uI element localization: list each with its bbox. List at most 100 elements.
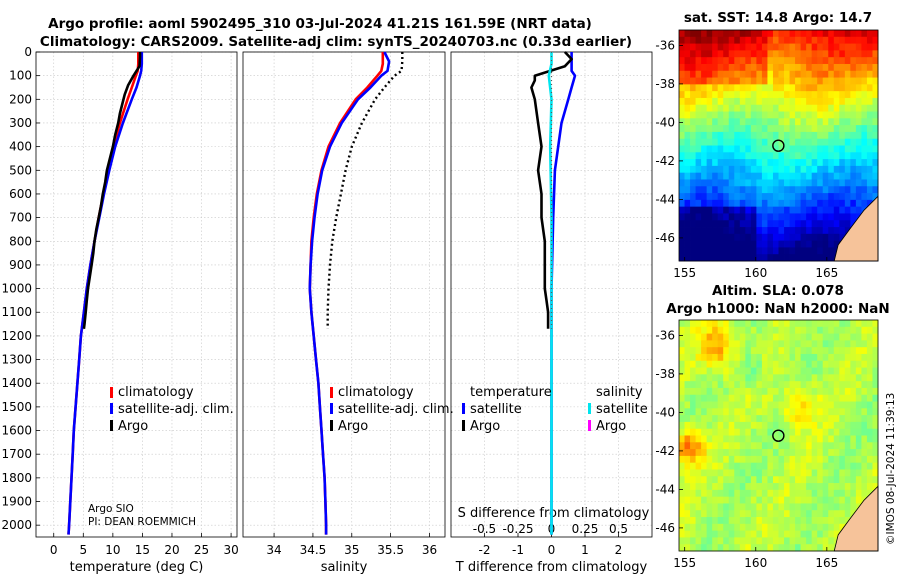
map-cell <box>795 442 802 450</box>
map-cell <box>806 63 813 72</box>
map-cell <box>706 111 713 119</box>
map-cell <box>866 152 873 160</box>
map-cell <box>822 240 829 248</box>
salinity-legend: climatology satellite-adj. clim. Argo <box>330 385 454 434</box>
map-cell <box>817 374 824 382</box>
map-cell <box>872 36 879 44</box>
map-cell <box>850 97 857 106</box>
map-cell <box>811 462 818 470</box>
axes-frame <box>242 51 446 538</box>
map-cell <box>701 489 708 498</box>
map-cell <box>745 247 752 255</box>
map-cell <box>811 333 818 341</box>
map-cell <box>767 159 774 167</box>
map-cell <box>679 84 685 92</box>
map-cell <box>712 247 719 255</box>
map-cell <box>723 118 730 126</box>
map-cell <box>739 435 746 443</box>
map-cell <box>723 333 730 341</box>
map-cell <box>717 77 724 85</box>
map-cell <box>784 138 790 146</box>
map-cell <box>695 213 702 221</box>
map-cell <box>706 36 713 44</box>
map-cell <box>695 199 702 208</box>
map-cell <box>800 517 807 525</box>
map-cell <box>822 30 829 38</box>
map-cell <box>750 43 757 51</box>
map-cell <box>806 421 813 430</box>
map-cell <box>706 401 713 409</box>
map-cell <box>767 387 774 396</box>
map-cell <box>712 340 719 348</box>
map-cell <box>800 193 807 201</box>
map-cell <box>872 172 879 180</box>
map-cell <box>789 374 796 382</box>
legend-climatology: climatology <box>338 385 414 400</box>
map-cell <box>822 442 829 450</box>
map-cell <box>778 152 785 160</box>
map-cell <box>701 381 708 389</box>
map-cell <box>706 247 713 255</box>
map-cell <box>817 381 824 389</box>
map-cell <box>767 469 774 477</box>
map-cell <box>734 537 741 545</box>
map-cell <box>739 50 746 58</box>
map-cell <box>706 333 713 341</box>
map-cell <box>778 111 785 119</box>
map-cell <box>795 510 802 518</box>
map-cell <box>844 401 851 409</box>
map-cell <box>866 360 873 368</box>
map-cell <box>717 381 724 389</box>
map-cell <box>784 326 790 334</box>
map-cell <box>839 91 846 99</box>
map-cell <box>861 353 868 362</box>
map-cell <box>723 63 730 72</box>
y-tick-label: 1300 <box>1 353 32 367</box>
map-cell <box>772 394 779 402</box>
map-cell <box>712 186 719 194</box>
map-cell <box>706 97 713 106</box>
map-cell <box>728 381 735 389</box>
map-cell <box>828 91 835 99</box>
map-cell <box>750 544 757 552</box>
map-cell <box>811 483 818 491</box>
map-cell <box>839 152 846 160</box>
map-cell <box>828 449 835 457</box>
map-cell <box>784 220 790 228</box>
map-cell <box>701 530 708 538</box>
x-tick-label: 34.5 <box>300 543 327 557</box>
map-cell <box>855 367 862 375</box>
map-cell <box>717 172 724 180</box>
map-cell <box>684 483 691 491</box>
map-cell <box>789 111 796 119</box>
map-cell <box>822 91 829 99</box>
map-cell <box>717 347 724 355</box>
map-cell <box>795 469 802 477</box>
map-cell <box>684 489 691 498</box>
map-cell <box>817 91 824 99</box>
map-cell <box>728 172 735 180</box>
map-cell <box>855 333 862 341</box>
map-cell <box>811 118 818 126</box>
map-cell <box>684 510 691 518</box>
map-cell <box>872 50 879 58</box>
map-cell <box>679 544 685 552</box>
map-cell <box>750 421 757 430</box>
map-cell <box>861 360 868 368</box>
map-cell <box>767 421 774 430</box>
map-cell <box>828 469 835 477</box>
map-cell <box>701 523 708 532</box>
map-cell <box>855 206 862 214</box>
map-cell <box>784 233 790 242</box>
map-cell <box>844 131 851 140</box>
map-cell <box>767 118 774 126</box>
map-cell <box>789 206 796 214</box>
map-cell <box>767 152 774 160</box>
credit-line2: PI: DEAN ROEMMICH <box>88 516 196 528</box>
map-cell <box>795 401 802 409</box>
map-cell <box>723 496 730 504</box>
map-cell <box>784 152 790 160</box>
map-cell <box>800 387 807 396</box>
map-cell <box>833 213 840 221</box>
map-cell <box>712 517 719 525</box>
